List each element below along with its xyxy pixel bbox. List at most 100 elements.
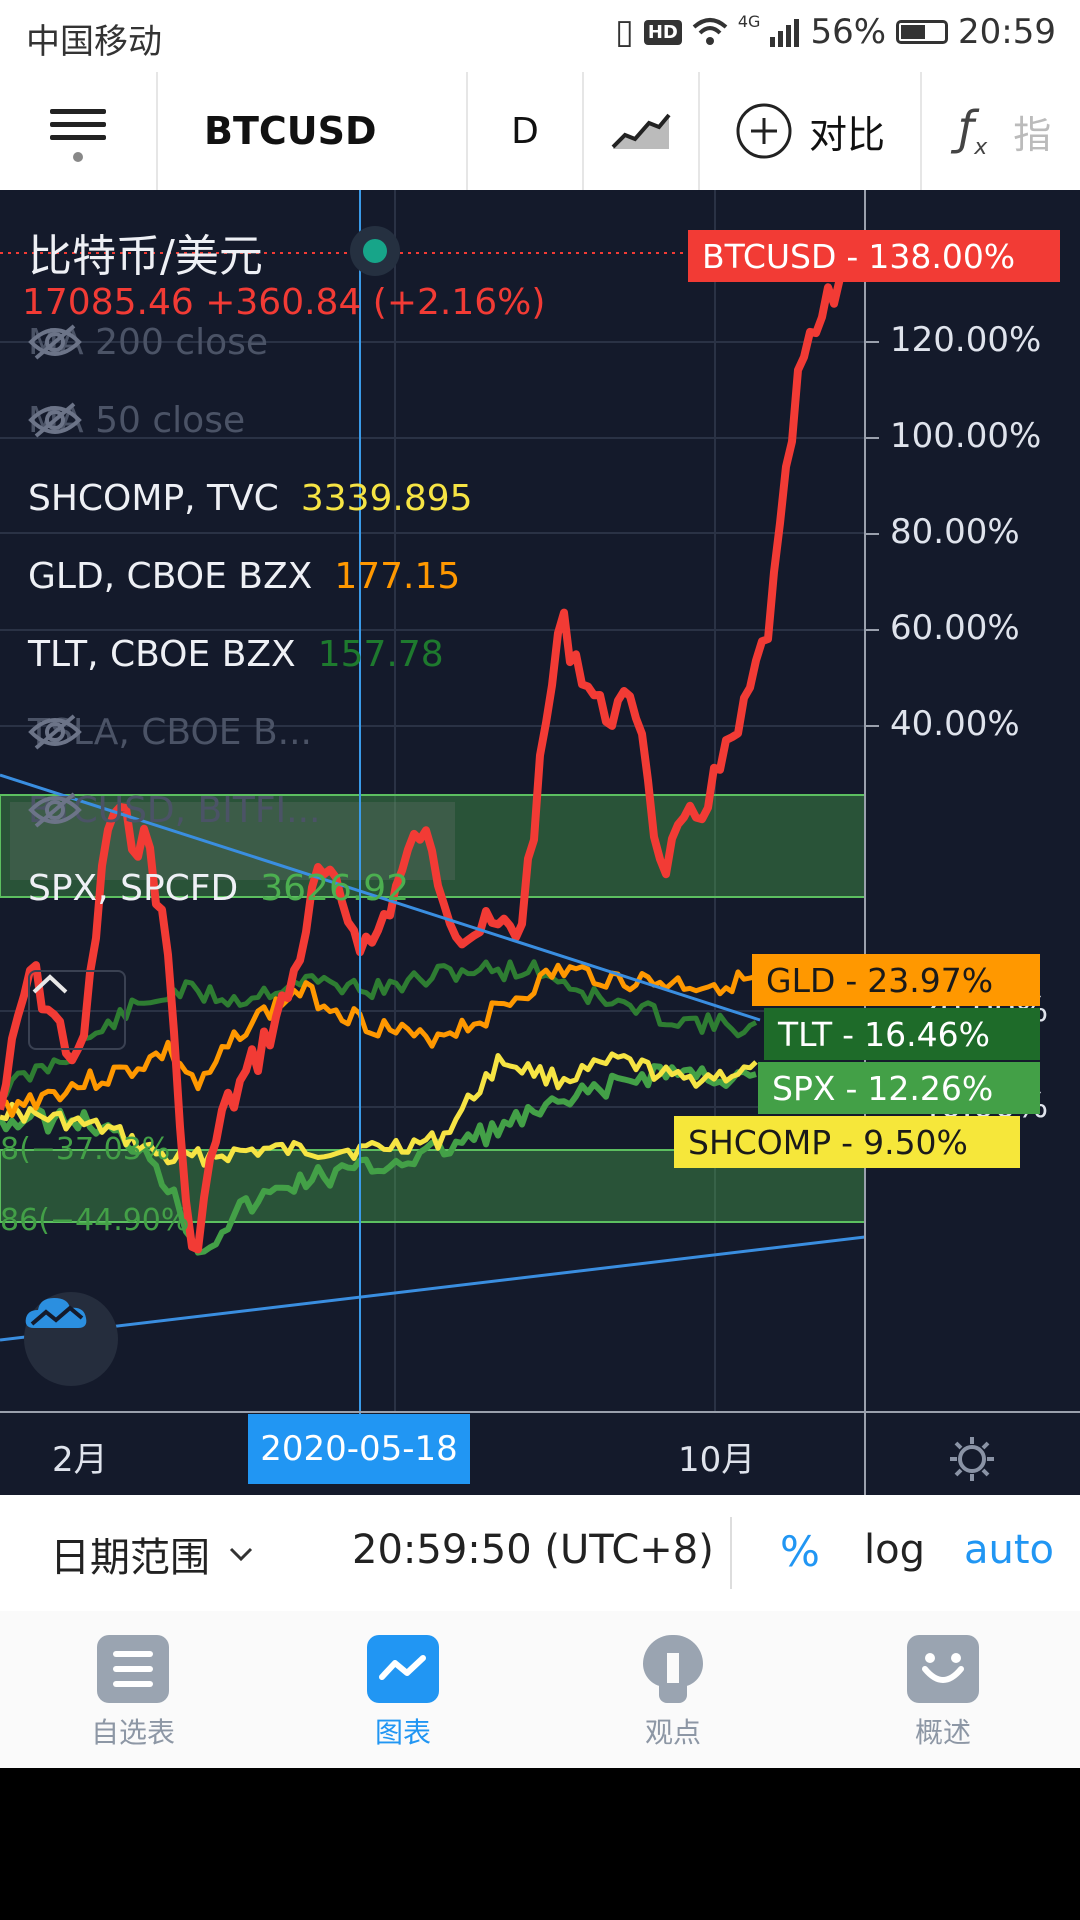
series-tag-separator: -: [842, 1014, 855, 1054]
legend-item[interactable]: GLD, CBOE BZX 177.15: [28, 556, 460, 597]
battery-percent: 56%: [810, 12, 887, 52]
battery-icon: [896, 20, 949, 44]
y-axis-tick: [865, 629, 879, 631]
y-axis-label: 80.00%: [890, 512, 1020, 552]
drawing-tools-button[interactable]: [24, 1292, 118, 1386]
trend-line-upper: [0, 773, 761, 1022]
legend-item-value: 3626.92: [260, 868, 410, 909]
gld-line: [0, 962, 757, 1118]
auto-scale-toggle[interactable]: auto: [964, 1527, 1055, 1573]
clock-timezone[interactable]: 20:59:50 (UTC+8): [352, 1527, 714, 1573]
series-tag-name: SPX: [772, 1068, 836, 1108]
series-tag-separator: -: [846, 236, 859, 276]
market-open-dot-icon: [363, 239, 387, 263]
series-tag-value: 138.00%: [868, 236, 1016, 276]
series-tag-name: SHCOMP: [688, 1122, 832, 1162]
menu-dot-icon: [73, 151, 83, 162]
y-axis-label: 60.00%: [890, 608, 1020, 648]
market-status-badge: [350, 226, 400, 276]
network-type: 4G: [737, 12, 761, 31]
tab-overview[interactable]: 概述: [868, 1635, 1018, 1751]
side-label-1: 8(−37.03%: [0, 1132, 171, 1167]
legend-item[interactable]: TLT, CBOE BZX 157.78: [28, 634, 444, 675]
hidden-legend-band: [10, 802, 455, 880]
series-tag: BTCUSD - 138.00%: [688, 230, 1060, 282]
y-axis-label: 40.00%: [890, 704, 1020, 744]
y-axis-tick: [865, 437, 879, 439]
smiley-icon: [907, 1635, 979, 1703]
bottom-tab-bar: 自选表 图表 观点 概述: [0, 1611, 1080, 1768]
legend-item[interactable]: TSLA, CBOE B...: [28, 712, 352, 753]
legend-item-name: SHCOMP, TVC: [28, 478, 279, 519]
y-axis-label: 100.00%: [890, 416, 1042, 456]
legend-item[interactable]: MA 50 close: [28, 400, 285, 441]
series-tag-value: 23.97%: [867, 960, 994, 1000]
chart-canvas[interactable]: [0, 190, 1080, 1495]
tab-watchlist[interactable]: 自选表: [58, 1635, 208, 1751]
vibrate-icon: ▯: [615, 12, 634, 52]
trend-line-lower: [0, 1235, 866, 1342]
legend-item-name: GLD, CBOE BZX: [28, 556, 313, 597]
chart-area[interactable]: 比特币/美元 17085.46 +360.84 (+2.16%) MA 200 …: [0, 190, 1080, 1495]
indicators-button[interactable]: ƒx 指: [922, 72, 1080, 190]
tab-ideas[interactable]: 观点: [598, 1635, 748, 1751]
y-axis-tick: [865, 341, 879, 343]
log-scale-toggle[interactable]: log: [864, 1527, 925, 1573]
status-right: ▯ HD 4G 56% 20:59: [615, 12, 1056, 52]
side-label-2: 86(−44.90%: [0, 1203, 190, 1238]
series-tag: SPX - 12.26%: [758, 1062, 1040, 1114]
series-tag-separator: -: [845, 960, 858, 1000]
series-tag-value: 16.46%: [864, 1014, 990, 1054]
gear-icon: [950, 1437, 994, 1481]
compare-button[interactable]: 对比: [700, 72, 922, 190]
date-range-label: 日期范围: [50, 1535, 210, 1581]
add-circle-icon: [736, 103, 792, 159]
series-tag: GLD - 23.97%: [752, 954, 1040, 1006]
series-tag: TLT - 16.46%: [764, 1008, 1040, 1060]
chart-toolbar: BTCUSD D 对比 ƒx 指: [0, 72, 1080, 191]
divider: [730, 1517, 732, 1589]
legend-item[interactable]: SHCOMP, TVC 3339.895: [28, 478, 473, 519]
tab-chart[interactable]: 图表: [328, 1635, 478, 1751]
fx-icon: ƒx: [958, 101, 988, 161]
menu-button[interactable]: [0, 72, 158, 190]
series-tag-name: TLT: [778, 1014, 833, 1054]
indicators-label: 指: [1013, 112, 1052, 157]
series-tag-separator: -: [845, 1068, 858, 1108]
date-range-button[interactable]: 日期范围: [50, 1525, 254, 1583]
tab-overview-label: 概述: [914, 1716, 971, 1749]
cloud-chart-icon: [25, 1298, 87, 1328]
btcusd-line: [0, 277, 844, 1254]
legend-item-name: TLT, CBOE BZX: [28, 634, 296, 675]
y-axis-tick: [865, 533, 879, 535]
chart-type-button[interactable]: [584, 72, 700, 190]
legend-price-line: 17085.46 +360.84 (+2.16%): [22, 282, 546, 323]
collapse-legend-button[interactable]: [28, 970, 126, 1050]
chart-tab-icon: [367, 1635, 439, 1703]
series-tag-name: BTCUSD: [702, 236, 837, 276]
chevron-down-icon: [229, 1547, 253, 1562]
y-axis-tick: [865, 725, 879, 727]
area-chart-icon: [611, 113, 671, 149]
interval-button[interactable]: D: [468, 72, 584, 190]
tab-watchlist-label: 自选表: [90, 1716, 175, 1749]
compare-label: 对比: [808, 112, 885, 157]
legend-item[interactable]: BTCUSD, BITFI...: [28, 790, 360, 831]
range-bar: 日期范围 20:59:50 (UTC+8) % log auto: [0, 1495, 1080, 1612]
clock: 20:59: [958, 12, 1056, 52]
chevron-up-icon: [32, 974, 68, 994]
hamburger-icon: [50, 101, 106, 148]
legend-item[interactable]: MA 200 close: [28, 322, 308, 363]
hd-icon: HD: [643, 19, 682, 45]
series-tag-value: 9.50%: [863, 1122, 968, 1162]
shcomp-line: [0, 1051, 758, 1168]
percent-scale-toggle[interactable]: %: [780, 1527, 820, 1576]
crosshair-date-label: 2020-05-18: [248, 1414, 470, 1484]
legend-title: 比特币/美元: [28, 231, 263, 282]
carrier-name: 中国移动: [26, 22, 162, 62]
legend-item[interactable]: SPX, SPCFD 3626.92: [28, 868, 409, 909]
symbol-button[interactable]: BTCUSD: [166, 72, 468, 190]
series-tag: SHCOMP - 9.50%: [674, 1116, 1020, 1168]
legend-item-name: TSLA, CBOE B...: [28, 712, 312, 753]
legend-item-name: SPX, SPCFD: [28, 868, 239, 909]
